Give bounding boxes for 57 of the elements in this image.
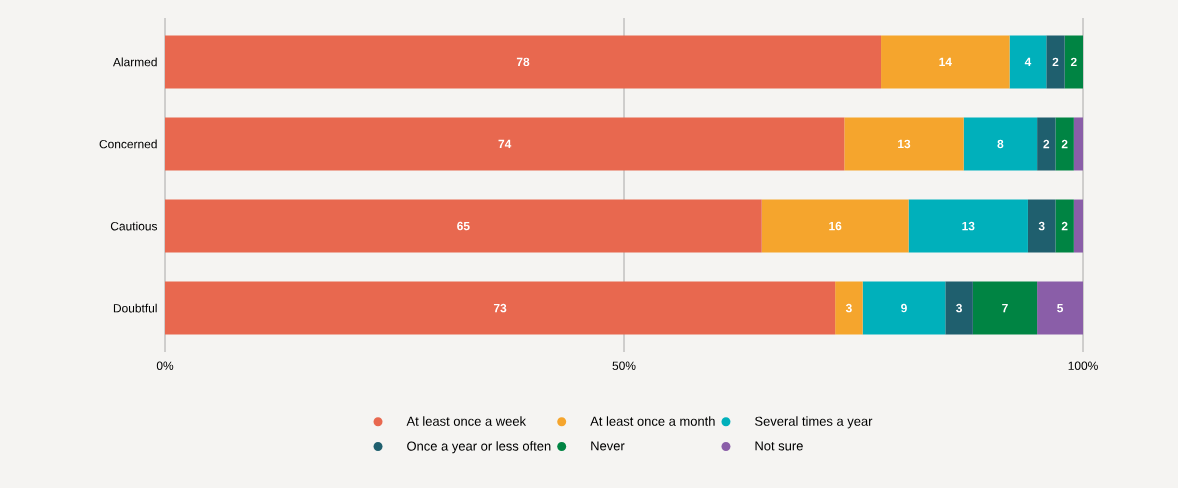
bar bbox=[165, 199, 762, 253]
data-label: 2 bbox=[1061, 221, 1068, 231]
bar bbox=[963, 117, 1038, 171]
bar bbox=[1073, 117, 1084, 171]
bar bbox=[1064, 35, 1084, 89]
data-label: 14 bbox=[939, 57, 952, 67]
bar bbox=[165, 117, 845, 171]
bar bbox=[908, 199, 1028, 253]
bar bbox=[835, 281, 863, 335]
legend-label: Not sure bbox=[755, 441, 803, 451]
data-label: 2 bbox=[1052, 57, 1059, 67]
bar bbox=[165, 35, 882, 89]
y-tick-label: Doubtful bbox=[113, 303, 157, 313]
bar bbox=[1037, 281, 1084, 335]
data-label: 9 bbox=[901, 303, 907, 313]
data-label: 74 bbox=[498, 139, 512, 149]
data-label: 13 bbox=[962, 221, 975, 231]
data-label: 16 bbox=[829, 221, 842, 231]
bar bbox=[881, 35, 1010, 89]
x-tick-label: 0% bbox=[156, 361, 174, 370]
data-label: 3 bbox=[845, 303, 852, 313]
data-label: 5 bbox=[1057, 303, 1064, 313]
data-label: 73 bbox=[493, 303, 507, 313]
data-label: 4 bbox=[1024, 57, 1032, 67]
legend-label: Never bbox=[591, 441, 625, 451]
data-label: 2 bbox=[1070, 57, 1077, 67]
data-label: 3 bbox=[956, 303, 962, 313]
x-tick-label: 100% bbox=[1068, 361, 1098, 370]
bar bbox=[761, 199, 909, 253]
bar bbox=[1009, 35, 1047, 89]
legend-label: At least once a week bbox=[406, 416, 527, 426]
bar bbox=[972, 281, 1038, 335]
data-label: 8 bbox=[997, 139, 1004, 149]
y-tick-label: Concerned bbox=[99, 139, 157, 149]
bar bbox=[862, 281, 946, 335]
data-label: 78 bbox=[516, 57, 530, 67]
data-label: 13 bbox=[898, 139, 911, 149]
y-tick-label: Alarmed bbox=[112, 57, 157, 67]
bar bbox=[1055, 199, 1074, 253]
y-tick-label: Cautious bbox=[110, 221, 158, 231]
data-label: 2 bbox=[1061, 139, 1068, 149]
bar bbox=[165, 281, 836, 335]
bar bbox=[1037, 117, 1056, 171]
bar bbox=[1073, 199, 1084, 253]
legend-label: At least once a month bbox=[590, 416, 715, 426]
data-label: 65 bbox=[457, 221, 470, 231]
x-tick-label: 50% bbox=[612, 361, 636, 370]
data-label: 7 bbox=[1002, 303, 1008, 313]
bar bbox=[1046, 35, 1065, 89]
bar bbox=[1055, 117, 1074, 171]
legend-label: Once a year or less often bbox=[407, 441, 551, 454]
bar bbox=[945, 281, 973, 335]
data-label: 3 bbox=[1038, 221, 1045, 231]
legend-label: Several times a year bbox=[755, 416, 873, 429]
data-label: 2 bbox=[1043, 139, 1050, 149]
bar bbox=[844, 117, 964, 171]
bar bbox=[1027, 199, 1056, 253]
